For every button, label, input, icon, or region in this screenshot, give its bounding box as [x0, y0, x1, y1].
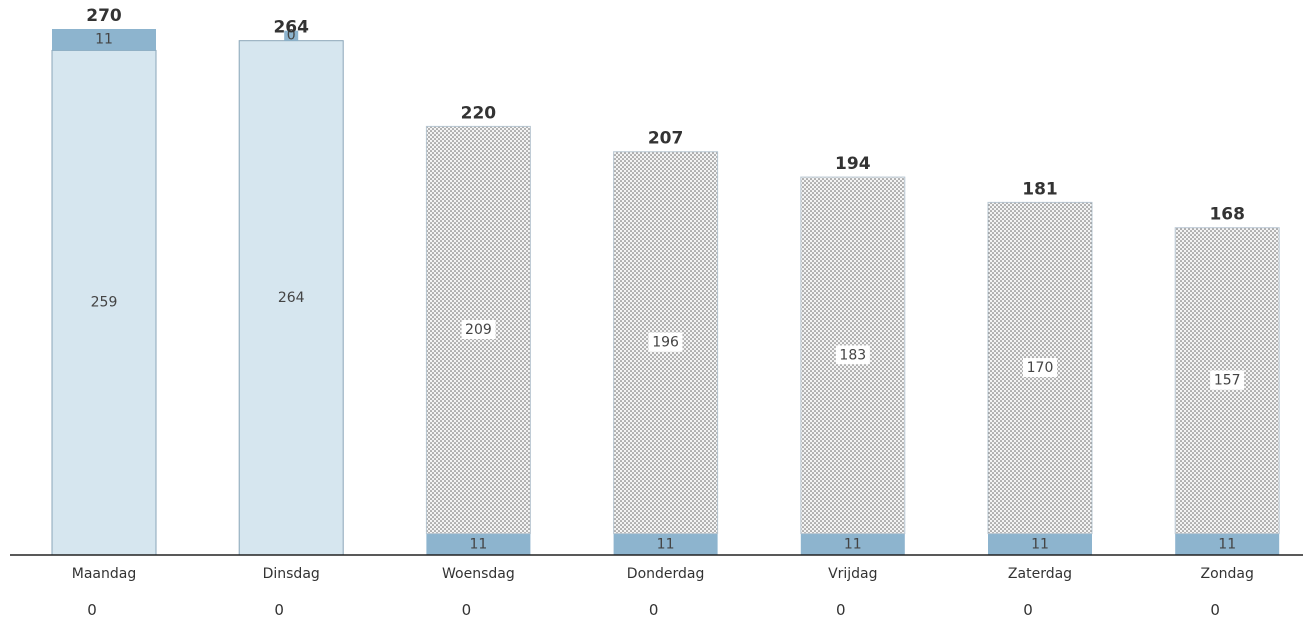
- bar-segment-small-zondag: [1175, 533, 1280, 555]
- total-value-label: 168: [1209, 205, 1245, 225]
- x-tick-label: Dinsdag: [263, 566, 320, 582]
- zero-segment-marker: [284, 30, 299, 41]
- segment-value-label: 11: [844, 536, 862, 552]
- bar-segment-small-zaterdag: [988, 533, 1092, 555]
- bar-segment-main-maandag: [51, 49, 157, 556]
- total-value-label: 194: [835, 154, 871, 174]
- segment-value-label: 209: [465, 322, 492, 338]
- bottom-value-label: 0: [462, 601, 472, 619]
- segment-value-label: 259: [91, 295, 118, 311]
- segment-value-label: 11: [1218, 536, 1236, 552]
- x-tick-label: Zaterdag: [1008, 566, 1072, 582]
- segment-value-label: 11: [657, 536, 675, 552]
- total-value-label: 181: [1022, 179, 1058, 199]
- segment-label-bg: [648, 332, 683, 352]
- bar-segment-main-dinsdag: [238, 40, 344, 556]
- x-tick-label: Maandag: [72, 566, 136, 582]
- total-value-label: 264: [273, 18, 309, 38]
- segment-value-label: 157: [1214, 373, 1241, 389]
- total-value-label: 207: [648, 129, 684, 149]
- segment-value-label: 170: [1027, 360, 1054, 376]
- segment-value-label: 183: [839, 347, 866, 363]
- total-value-label: 220: [461, 103, 497, 123]
- segment-label-bg: [1023, 357, 1057, 377]
- bottom-value-label: 0: [649, 601, 659, 619]
- labels-layer: 25911270Maandag02640264Dinsdag011209220W…: [72, 6, 1254, 619]
- bars-layer: [51, 29, 1280, 556]
- segment-label-bg: [1210, 370, 1245, 390]
- bottom-value-label: 0: [1210, 601, 1220, 619]
- segment-label-bg: [835, 345, 870, 365]
- segment-value-label: 196: [652, 335, 679, 351]
- segment-value-label: 11: [95, 32, 113, 48]
- bar-segment-small-woensdag: [426, 533, 531, 555]
- x-tick-label: Vrijdag: [828, 566, 877, 582]
- bottom-value-label: 0: [87, 601, 97, 619]
- segment-label-bg: [461, 319, 496, 339]
- total-value-label: 270: [86, 6, 122, 26]
- x-tick-label: Woensdag: [442, 566, 515, 582]
- bottom-value-label: 0: [836, 601, 846, 619]
- bottom-value-label: 0: [274, 601, 284, 619]
- segment-value-label: 264: [278, 290, 305, 306]
- x-tick-label: Zondag: [1201, 566, 1254, 582]
- segment-value-label: 11: [1031, 536, 1049, 552]
- bar-segment-small-donderdag: [613, 533, 718, 555]
- bottom-value-label: 0: [1023, 601, 1033, 619]
- bar-segment-small-maandag: [52, 29, 156, 51]
- segment-value-label: 0: [287, 28, 296, 44]
- x-tick-label: Donderdag: [627, 566, 705, 582]
- segment-value-label: 11: [469, 536, 487, 552]
- bar-segment-small-vrijdag: [800, 533, 905, 555]
